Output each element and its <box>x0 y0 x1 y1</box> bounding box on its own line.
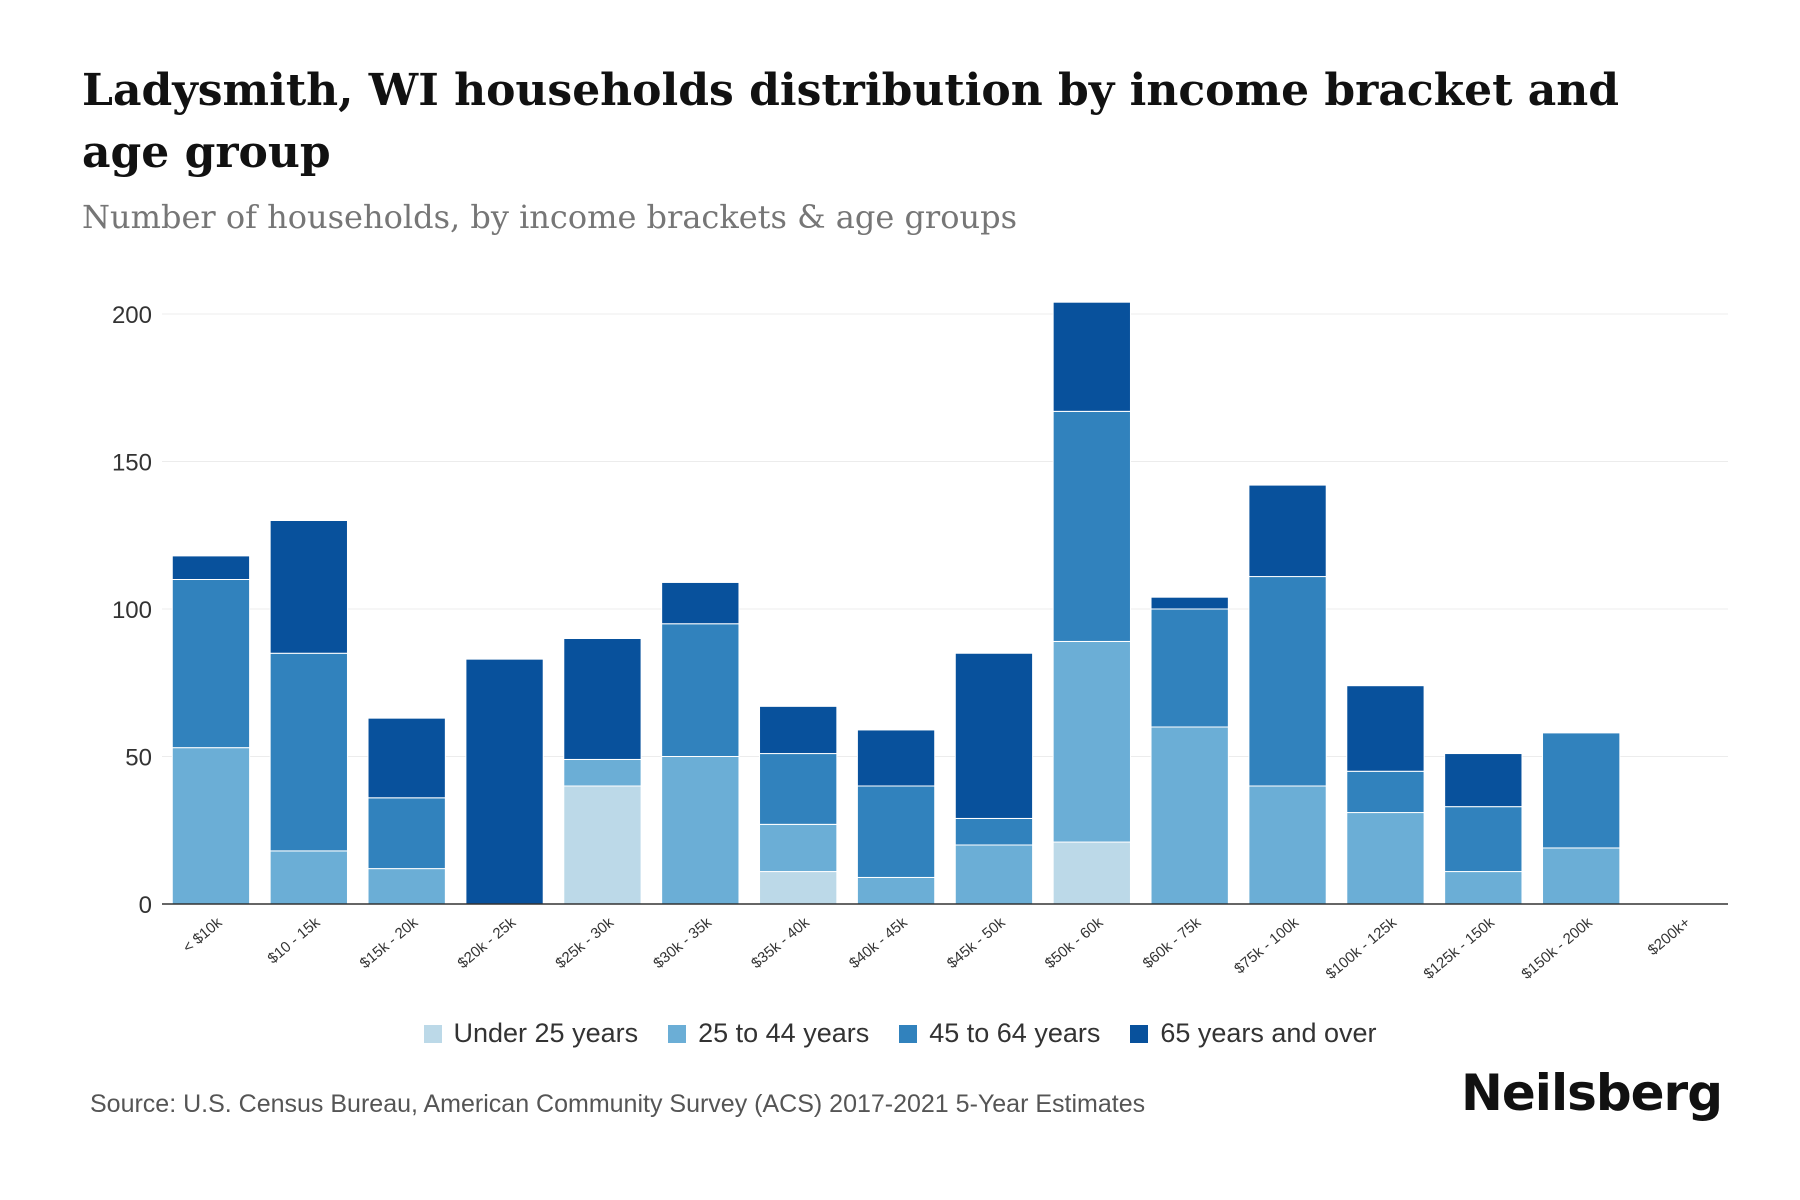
y-tick-label: 150 <box>112 450 152 477</box>
bar-segment-8-3 <box>954 652 1034 819</box>
x-tick-label: $15k - 20k <box>357 914 422 972</box>
chart-subtitle: Number of households, by income brackets… <box>82 198 1017 236</box>
bar-segment-14-2 <box>1542 732 1621 849</box>
bar-segment-1-3 <box>269 520 348 654</box>
bar-segment-9-3 <box>1052 301 1131 412</box>
legend-item-under-25: Under 25 years <box>423 1018 639 1049</box>
bar-segment-11-3 <box>1248 484 1327 578</box>
bar-segment-9-0 <box>1052 841 1131 905</box>
y-axis-ticks: 0 50 100 150 200 <box>112 302 152 919</box>
bar-segment-6-0 <box>759 871 838 905</box>
bar-segment-5-3 <box>661 581 740 625</box>
bar-segment-7-3 <box>856 729 936 787</box>
x-tick-label: $35k - 40k <box>748 914 813 972</box>
bar-segment-13-3 <box>1444 753 1523 808</box>
source-note: Source: U.S. Census Bureau, American Com… <box>90 1090 1146 1118</box>
bar-segment-4-1 <box>563 758 642 787</box>
legend-item-25-44: 25 to 44 years <box>668 1018 869 1049</box>
bar-segment-2-1 <box>367 868 446 905</box>
bar-segment-11-1 <box>1248 785 1327 905</box>
x-tick-label: $125k - 150k <box>1421 914 1499 983</box>
bar-segment-12-2 <box>1346 770 1425 814</box>
bar-segment-13-1 <box>1444 871 1523 905</box>
bar-segment-5-1 <box>661 756 740 905</box>
x-tick-label: $200k+ <box>1645 914 1694 959</box>
bar-segment-12-3 <box>1346 685 1425 772</box>
brand-logo: Neilsberg <box>1461 1064 1723 1122</box>
bar-segment-4-3 <box>563 638 642 760</box>
bars <box>171 301 1621 905</box>
x-tick-label: $150k - 200k <box>1518 914 1596 983</box>
bar-segment-6-1 <box>759 823 838 873</box>
bar-segment-9-1 <box>1052 640 1131 843</box>
legend-label-45-64: 45 to 64 years <box>929 1018 1101 1048</box>
bar-segment-1-1 <box>269 850 348 905</box>
bar-segment-12-1 <box>1346 812 1425 905</box>
stacked-bar-chart: 0 50 100 150 200 < $10k $10 - 15k $15k - 20k $2… <box>112 301 1728 983</box>
bar-segment-11-2 <box>1248 576 1327 787</box>
x-tick-label: $40k - 45k <box>846 914 911 972</box>
x-tick-label: $30k - 35k <box>650 914 715 972</box>
x-tick-label: $25k - 30k <box>552 914 617 972</box>
y-tick-label: 200 <box>112 302 152 329</box>
bar-segment-9-2 <box>1052 410 1131 642</box>
chart-title: Ladysmith, WI households distribution by… <box>82 65 1620 178</box>
bar-segment-0-1 <box>171 747 251 905</box>
y-tick-label: 50 <box>125 745 152 772</box>
legend-swatch-25-44 <box>668 1024 687 1043</box>
legend-label-65-over: 65 years and over <box>1160 1018 1377 1048</box>
x-tick-label: $60k - 75k <box>1140 914 1205 972</box>
x-tick-label: < $10k <box>180 914 226 957</box>
legend-swatch-45-64 <box>899 1024 918 1043</box>
bar-segment-10-3 <box>1150 596 1229 610</box>
bar-segment-10-1 <box>1150 726 1229 905</box>
legend-swatch-65-over <box>1130 1024 1149 1043</box>
bar-segment-0-2 <box>171 579 251 749</box>
bar-segment-5-2 <box>661 623 740 757</box>
x-tick-label: $50k - 60k <box>1042 914 1107 972</box>
bar-segment-10-2 <box>1150 608 1229 728</box>
y-tick-label: 0 <box>139 892 152 919</box>
x-tick-label: $45k - 50k <box>944 914 1009 972</box>
legend-item-45-64: 45 to 64 years <box>899 1018 1100 1049</box>
bar-segment-4-0 <box>563 785 642 905</box>
bar-segment-3-3 <box>465 658 544 905</box>
legend-label-under-25: Under 25 years <box>453 1018 639 1048</box>
bar-segment-0-3 <box>171 555 251 581</box>
y-tick-label: 100 <box>112 597 152 624</box>
bar-segment-7-1 <box>856 876 936 905</box>
x-tick-label: $10 - 15k <box>265 914 324 968</box>
bar-segment-14-1 <box>1542 847 1621 905</box>
legend: Under 25 years 25 to 44 years 45 to 64 y… <box>0 1018 1800 1049</box>
gridlines <box>162 313 1728 757</box>
bar-segment-2-2 <box>367 797 446 870</box>
bar-segment-7-2 <box>856 785 936 878</box>
bar-segment-8-1 <box>954 844 1034 905</box>
x-tick-label: $75k - 100k <box>1231 914 1302 978</box>
bar-segment-2-3 <box>367 717 446 799</box>
legend-label-25-44: 25 to 44 years <box>698 1018 870 1048</box>
x-tick-label: $100k - 125k <box>1323 914 1401 983</box>
x-axis-ticks: < $10k $10 - 15k $15k - 20k $20k - 25k $25k … <box>180 914 1694 983</box>
bar-segment-1-2 <box>269 652 348 852</box>
x-tick-label: $20k - 25k <box>455 914 520 972</box>
bar-segment-13-2 <box>1444 806 1523 873</box>
bar-segment-6-3 <box>759 705 838 755</box>
legend-item-65-over: 65 years and over <box>1130 1018 1377 1049</box>
bar-segment-6-2 <box>759 753 838 825</box>
bar-segment-8-2 <box>954 817 1034 846</box>
legend-swatch-under-25 <box>423 1024 442 1043</box>
